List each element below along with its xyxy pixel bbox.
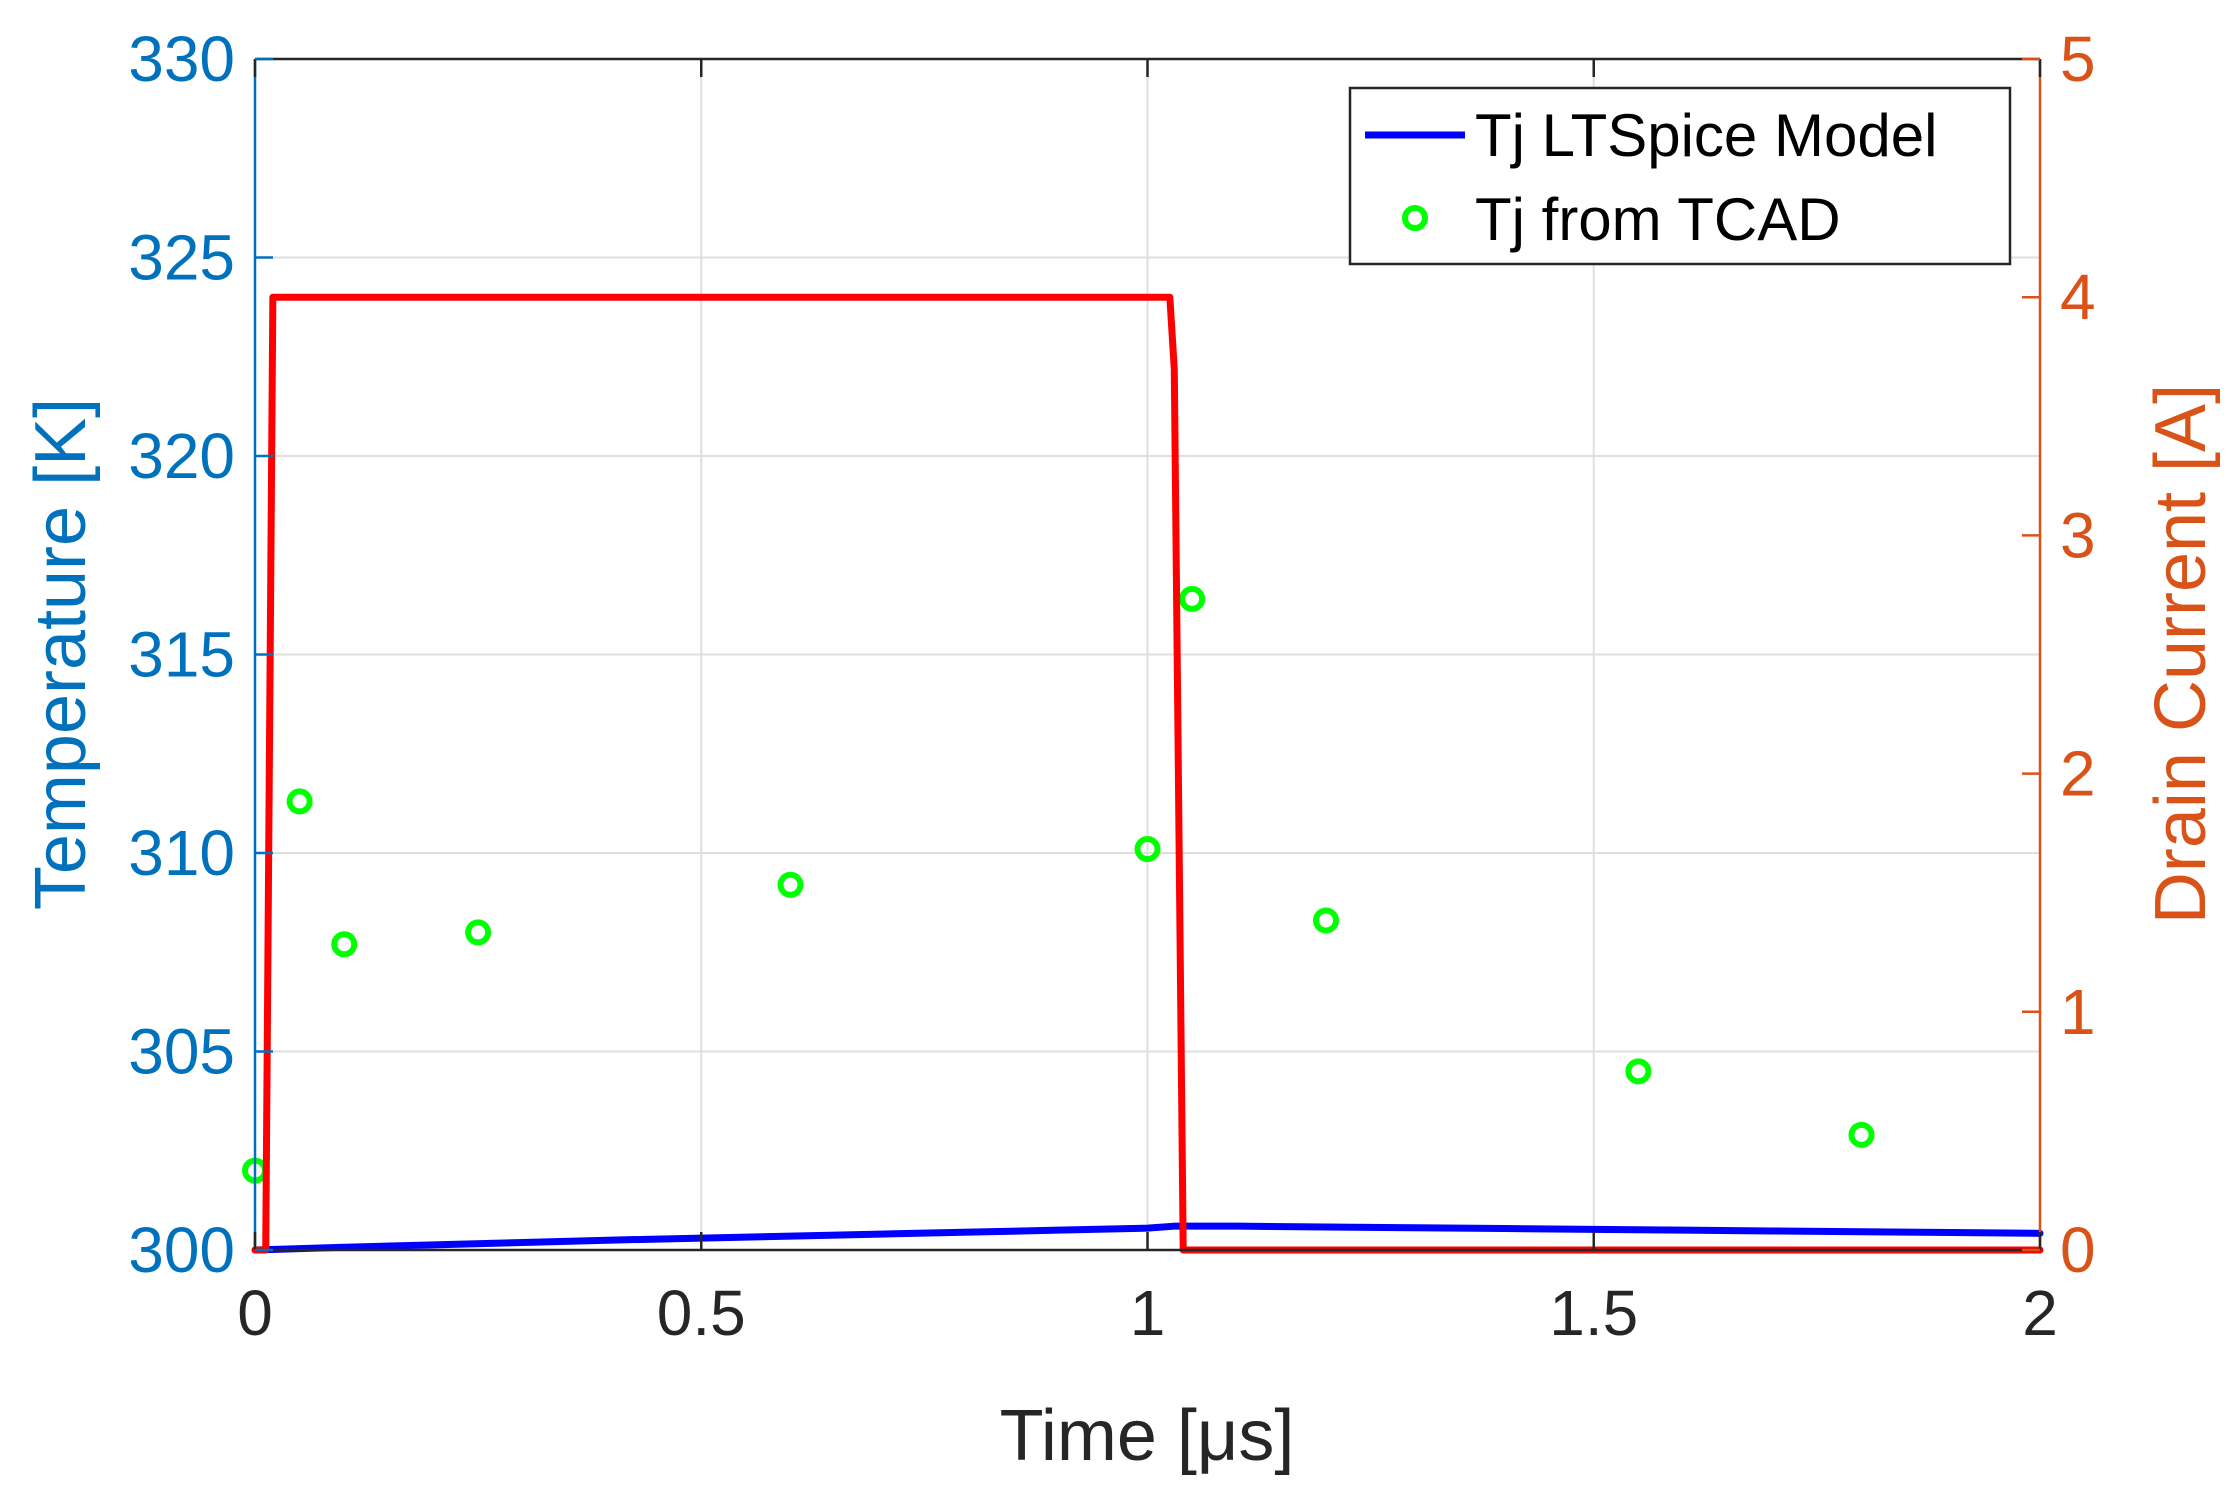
data-point-tj-tcad [286,788,313,815]
data-point-tj-tcad [777,871,804,898]
legend-box [1348,86,2012,266]
y-left-tick-label: 330 [128,23,235,95]
x-tick-label: 1.5 [1549,1277,1638,1349]
legend-marker-swatch [1402,205,1428,231]
y-left-tick-label: 300 [128,1214,235,1286]
data-point-tj-tcad [1625,1058,1652,1085]
data-point-tj-tcad [465,919,492,946]
y-left-tick-label: 310 [128,817,235,889]
y-left-tick-label: 325 [128,222,235,294]
x-tick-label: 2 [2022,1277,2058,1349]
x-tick-label: 0 [237,1277,273,1349]
y-left-tick-label: 305 [128,1016,235,1088]
y-right-tick-label: 2 [2060,738,2096,810]
legend-label-tj-tcad: Tj from TCAD [1475,186,1841,253]
y-right-tick-label: 5 [2060,23,2096,95]
y-right-tick-label: 3 [2060,499,2096,571]
data-point-tj-tcad [331,931,358,958]
legend-label-tj-model: Tj LTSpice Model [1475,102,1937,169]
ticks-layer: 0 0.5 1 1.5 2 300 305 310 315 320 325 330 0 1 2 3 4 5 [128,23,2095,1349]
y-right-tick-label: 1 [2060,976,2096,1048]
x-tick-label: 0.5 [657,1277,746,1349]
legend: Tj LTSpice Model Tj from TCAD [1348,86,2012,266]
y-right-tick-label: 0 [2060,1214,2096,1286]
y-left-tick-label: 320 [128,420,235,492]
data-point-tj-tcad [1134,836,1161,863]
axes-layer [253,57,2042,1252]
y-axis-left-label: Temperature [K] [21,398,101,910]
data-point-tj-tcad [1313,907,1339,934]
data-point-tj-tcad [1179,585,1206,612]
x-tick-label: 1 [1130,1277,1166,1349]
x-axis-label: Time [μs] [1000,1396,1295,1476]
series-line-tj-model [251,1222,2044,1254]
data-point-tj-tcad [1848,1121,1875,1148]
y-left-tick-label: 315 [128,619,235,691]
y-right-tick-label: 4 [2060,261,2096,333]
y-axis-right-label: Drain Current [A] [2141,384,2221,924]
